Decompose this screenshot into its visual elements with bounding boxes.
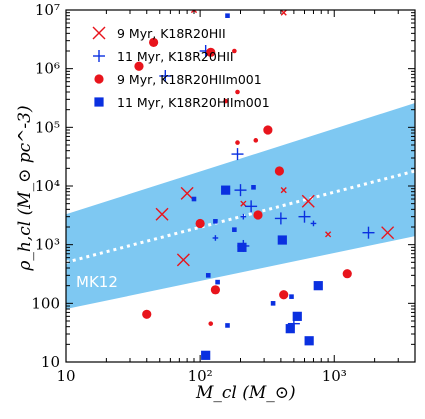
point-s2-4 <box>223 98 228 104</box>
point-s1-7 <box>274 212 287 225</box>
x-tick-label: 10³ <box>322 367 347 385</box>
x-axis-label: M_cl (M_⊙) <box>195 383 296 403</box>
point-s2-12 <box>279 290 289 300</box>
point-s2-11 <box>253 210 263 220</box>
point-s1-8 <box>298 210 311 223</box>
point-s1-9 <box>362 226 375 239</box>
point-s0-9 <box>280 10 287 16</box>
point-s3-0 <box>225 13 230 18</box>
points-layer <box>134 10 395 360</box>
y-tick-label: 10⁷ <box>35 1 60 19</box>
legend: 9 Myr, K18R20HII 11 Myr, K18R20HII 9 Myr, … <box>92 26 270 110</box>
legend-label-2: 9 Myr, K18R20HIIm001 <box>117 72 262 87</box>
point-s2-2 <box>206 47 216 57</box>
point-s3-3 <box>213 219 218 224</box>
y-tick-label: 10⁶ <box>35 60 60 78</box>
point-s3-16 <box>270 301 276 306</box>
point-s2-5 <box>235 89 240 95</box>
point-s3-7 <box>205 273 211 278</box>
point-s2-15 <box>208 321 214 326</box>
x-tick-label: 10 <box>56 367 75 385</box>
y-tick-label: 10³ <box>35 236 60 254</box>
point-s0-0 <box>155 207 169 221</box>
point-s0-6 <box>381 226 395 240</box>
point-s2-7 <box>253 138 259 143</box>
point-s2-13 <box>210 285 221 295</box>
legend-marker-0 <box>92 26 106 40</box>
point-s1-2 <box>231 148 244 161</box>
point-s2-14 <box>142 309 152 319</box>
legend-marker-1 <box>93 50 105 62</box>
legend-marker-3 <box>94 97 104 107</box>
point-s3-9 <box>289 294 294 299</box>
point-s3-4 <box>232 227 237 232</box>
point-s1-0 <box>159 69 172 82</box>
point-s1-12 <box>310 220 317 227</box>
point-s2-1 <box>134 61 144 71</box>
ticks-layer: 10 10² 10³ 10 100 10³ 10⁴ 10⁵ 10⁶ 10⁷ <box>31 1 416 385</box>
y-tick-label: 10⁴ <box>35 177 60 195</box>
legend-label-1: 11 Myr, K18R20HII <box>117 49 234 64</box>
point-s2-10 <box>195 218 205 229</box>
y-tick-label: 100 <box>31 294 60 312</box>
point-s3-1 <box>221 185 231 195</box>
legend-marker-2 <box>94 74 104 84</box>
point-s1-5 <box>245 200 258 213</box>
point-s3-10 <box>313 281 323 291</box>
point-s3-14 <box>225 323 230 328</box>
point-s3-13 <box>304 336 314 346</box>
point-s0-4 <box>280 187 287 194</box>
point-s2-9 <box>274 166 285 176</box>
legend-label-3: 11 Myr, K18R20HIIm001 <box>117 95 270 110</box>
point-s3-6 <box>277 235 287 245</box>
y-tick-label: 10 <box>41 353 60 371</box>
point-s2-6 <box>263 125 273 135</box>
point-s2-8 <box>235 140 240 145</box>
point-s2-3 <box>232 48 237 54</box>
y-axis-label-text: ρ_h,cl (M_⊙ pc^-3) <box>15 105 35 271</box>
y-tick-label: 10⁵ <box>35 118 60 136</box>
point-s0-3 <box>240 200 247 207</box>
point-s2-0 <box>149 37 159 48</box>
point-s3-17 <box>251 185 256 190</box>
legend-label-0: 9 Myr, K18R20HII <box>117 26 226 41</box>
point-s2-16 <box>342 269 352 279</box>
point-s3-2 <box>191 196 197 202</box>
point-s0-5 <box>301 194 315 208</box>
point-s3-8 <box>215 279 220 285</box>
point-s0-1 <box>180 186 194 200</box>
point-s3-5 <box>237 242 247 252</box>
band-label: MK12 <box>76 273 118 291</box>
point-s1-4 <box>240 213 247 220</box>
point-s3-12 <box>285 324 295 334</box>
y-axis-label: ρ_h,cl (M_⊙ pc^-3) <box>15 105 35 271</box>
point-s1-3 <box>234 184 247 197</box>
point-s0-2 <box>176 253 190 267</box>
point-s0-7 <box>325 231 332 238</box>
x-axis-label-text: M_cl (M_⊙) <box>195 383 296 403</box>
point-s3-11 <box>292 311 302 321</box>
x-tick-label: 10² <box>188 367 213 385</box>
point-s3-15 <box>201 350 211 360</box>
point-s1-10 <box>212 235 219 241</box>
